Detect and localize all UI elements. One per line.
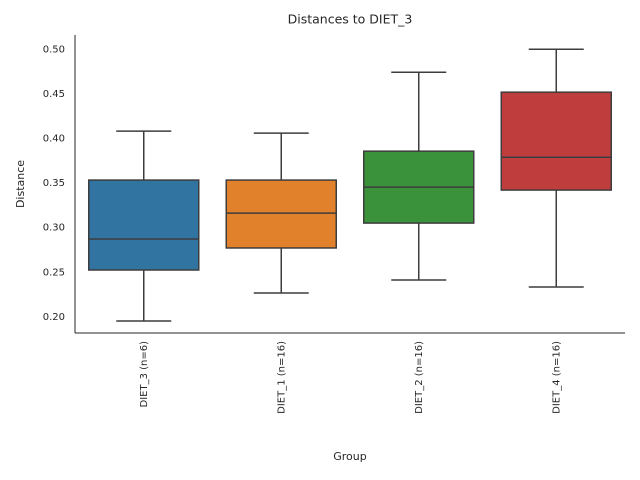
y-tick-label: 0.45 [43, 89, 65, 100]
y-tick-label: 0.50 [43, 44, 65, 55]
x-tick-label: DIET_2 (n=16) [414, 341, 425, 414]
y-tick-label: 0.40 [43, 133, 65, 144]
x-tick-label: DIET_3 (n=6) [139, 341, 150, 408]
y-axis-label: Distance [14, 160, 27, 208]
y-tick-label: 0.30 [43, 223, 65, 234]
x-tick-label: DIET_4 (n=16) [551, 341, 562, 414]
chart-title: Distances to DIET_3 [288, 12, 413, 27]
y-tick-label: 0.35 [43, 178, 65, 189]
box [500, 91, 612, 191]
y-tick-label: 0.20 [43, 312, 65, 323]
y-tick-label: 0.25 [43, 267, 65, 278]
box [225, 179, 337, 249]
x-axis-label: Group [333, 450, 367, 463]
x-tick-label: DIET_1 (n=16) [276, 341, 287, 414]
box [88, 179, 200, 271]
